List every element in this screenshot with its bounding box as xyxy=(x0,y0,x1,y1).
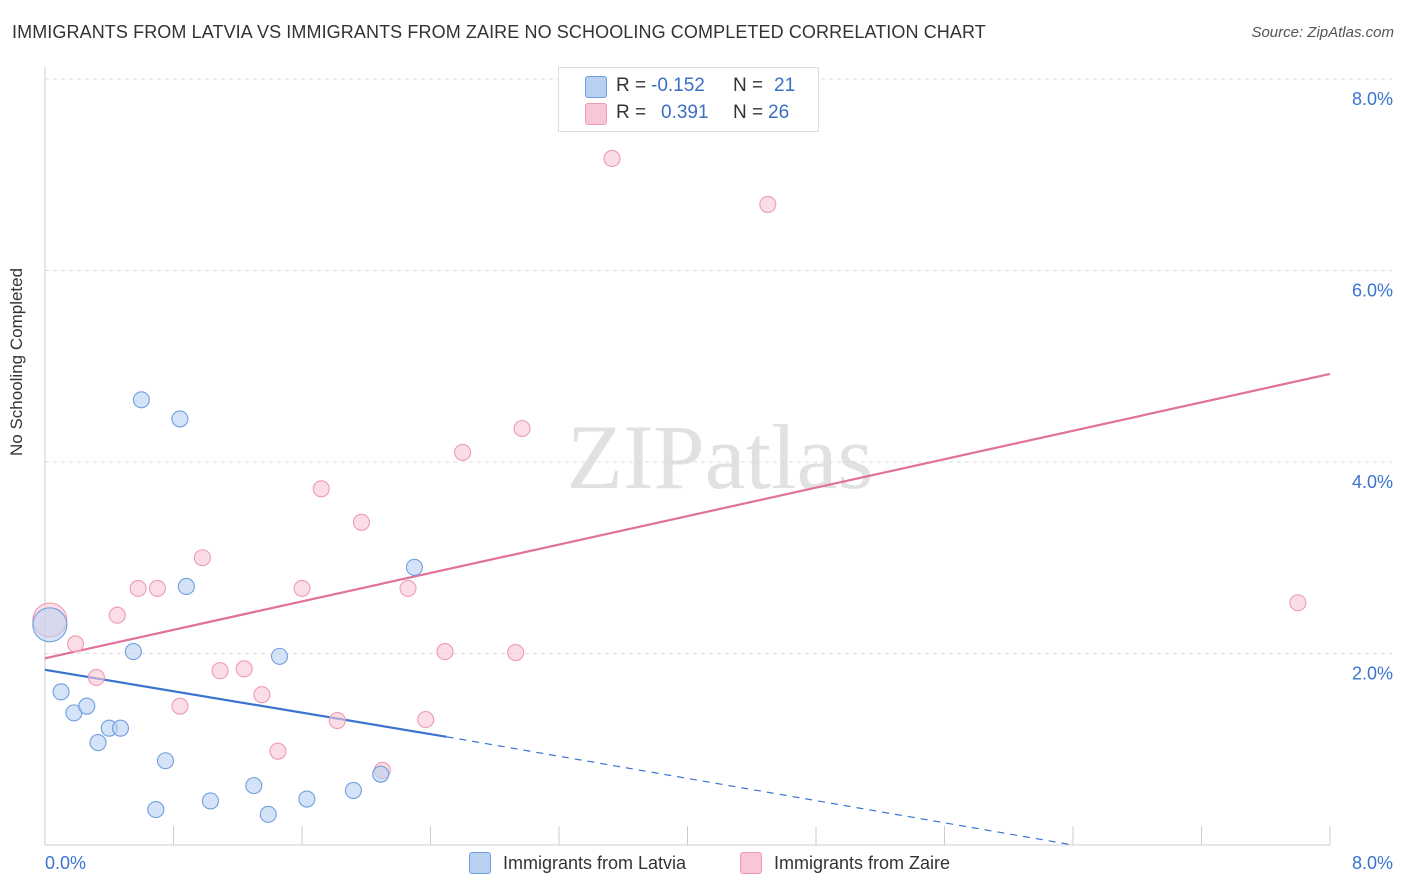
latvia-point xyxy=(245,777,263,795)
latvia-point xyxy=(270,647,289,665)
latvia-legend-swatch xyxy=(469,852,491,874)
latvia-point xyxy=(344,781,362,799)
correlation-legend: R = -0.152 N = 21 R = 0.391 N = 26 xyxy=(558,67,819,132)
zaire-point xyxy=(759,195,777,213)
zaire-point xyxy=(507,643,525,662)
watermark: ZIPatlas xyxy=(567,406,874,508)
trend-line-extension-0 xyxy=(446,736,1074,846)
r-label: R = xyxy=(616,75,647,96)
zaire-point xyxy=(211,662,229,680)
n-value: 21 xyxy=(774,75,796,96)
n-label: N = xyxy=(733,102,764,123)
legend-label-zaire: Immigrants from Zaire xyxy=(774,852,951,873)
latvia-point xyxy=(171,410,189,428)
zaire-point xyxy=(328,711,346,730)
zaire-point xyxy=(513,419,531,438)
x-tick-label: 8.0% xyxy=(1352,853,1393,873)
latvia-point xyxy=(372,765,390,783)
tick-labels: 2.0% 4.0% 6.0% 8.0% 0.0% 8.0% xyxy=(45,89,1393,873)
zaire-point xyxy=(352,513,370,531)
zaire-point xyxy=(312,480,330,498)
zaire-point xyxy=(171,697,189,715)
latvia-point xyxy=(124,643,142,661)
zaire-point xyxy=(108,606,126,624)
latvia-point xyxy=(177,577,195,596)
zaire-point xyxy=(87,668,105,686)
zaire-point xyxy=(253,686,271,704)
latvia-point xyxy=(52,683,70,701)
zaire-point xyxy=(1289,594,1307,612)
zaire-point xyxy=(269,742,287,760)
zaire-legend-swatch xyxy=(740,852,762,874)
y-tick-label: 6.0% xyxy=(1352,281,1393,301)
zaire-point xyxy=(148,579,166,597)
latvia-point xyxy=(78,697,96,715)
trend-lines xyxy=(44,372,1331,846)
zaire-point xyxy=(193,549,211,567)
chart-title: IMMIGRANTS FROM LATVIA VS IMMIGRANTS FRO… xyxy=(12,22,986,42)
zaire-point xyxy=(454,443,472,461)
latvia-point xyxy=(298,790,316,808)
data-points xyxy=(32,149,1307,823)
latvia-point xyxy=(405,558,423,576)
latvia-point xyxy=(156,752,175,770)
legend-label-latvia: Immigrants from Latvia xyxy=(503,852,687,873)
y-axis-label: No Schooling Completed xyxy=(7,267,26,456)
latvia-point xyxy=(259,805,277,823)
latvia-point xyxy=(147,801,165,819)
zaire-point xyxy=(399,579,417,597)
r-value: -0.152 xyxy=(651,75,705,96)
y-tick-label: 8.0% xyxy=(1352,89,1393,109)
grid-lines xyxy=(45,78,1392,654)
n-value: 26 xyxy=(768,102,790,123)
latvia-point xyxy=(201,792,219,810)
latvia-point xyxy=(89,733,107,752)
zaire-point xyxy=(235,660,253,678)
r-value: 0.391 xyxy=(661,102,709,123)
zaire-point xyxy=(436,643,454,661)
latvia-point xyxy=(32,607,68,643)
y-tick-label: 2.0% xyxy=(1352,664,1393,684)
y-tick-label: 4.0% xyxy=(1352,472,1393,492)
legend-item-latvia[interactable]: Immigrants from Latvia xyxy=(469,852,686,874)
latvia-point xyxy=(111,719,130,737)
x-tick-label: 0.0% xyxy=(45,853,86,873)
legend-item-zaire[interactable]: Immigrants from Zaire xyxy=(740,852,950,874)
trend-line-0 xyxy=(44,668,447,738)
latvia-swatch xyxy=(585,76,607,98)
zaire-point xyxy=(293,579,311,597)
latvia-point xyxy=(132,391,150,409)
zaire-point xyxy=(603,149,621,168)
zaire-point xyxy=(417,711,435,729)
n-label: N = xyxy=(733,75,764,96)
zaire-point xyxy=(129,579,147,597)
zaire-swatch xyxy=(585,103,607,125)
axes xyxy=(44,67,1331,846)
trend-line-1 xyxy=(44,372,1331,660)
zaire-point xyxy=(66,635,85,653)
source-label: Source: ZipAtlas.com xyxy=(1251,24,1394,41)
r-label: R = xyxy=(616,102,647,123)
